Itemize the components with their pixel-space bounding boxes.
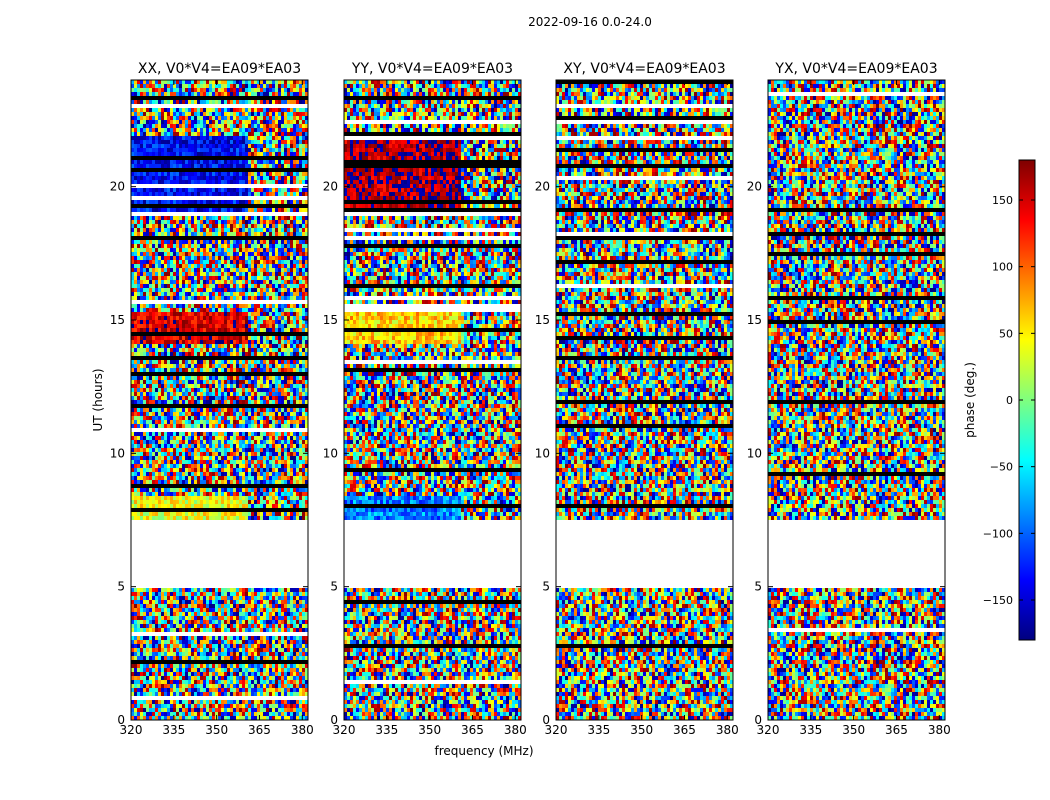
x-tick-label: 380 <box>291 723 314 737</box>
x-tick-label: 365 <box>248 723 271 737</box>
y-axis-label: UT (hours) <box>91 368 105 431</box>
y-tick-label: 5 <box>754 580 762 594</box>
x-tick-label: 335 <box>587 723 610 737</box>
y-tick-label: 15 <box>747 313 762 327</box>
y-tick-label: 0 <box>330 713 338 727</box>
colorbar-label: phase (deg.) <box>963 362 977 438</box>
y-tick-label: 0 <box>754 713 762 727</box>
phase-image <box>556 80 733 720</box>
y-tick-label: 20 <box>747 180 762 194</box>
y-tick-label: 10 <box>535 446 550 460</box>
x-tick-label: 335 <box>375 723 398 737</box>
colorbar-tick-label: −50 <box>990 461 1013 474</box>
panel-frame <box>343 79 522 721</box>
y-tick-label: 15 <box>323 313 338 327</box>
panel-xy: XY, V0*V4=EA09*EA03 320 335 350 365 380 0 5 10 15… <box>535 61 739 737</box>
x-tick-label: 350 <box>842 723 865 737</box>
x-tick-label: 380 <box>716 723 739 737</box>
y-tick-label: 5 <box>330 580 338 594</box>
panels-group: XX, V0*V4=EA09*EA03 320 335 350 365 380 0 5 10 15… <box>110 61 951 737</box>
panel-frame <box>130 79 309 721</box>
y-tick-label: 10 <box>323 446 338 460</box>
x-tick-label: 320 <box>757 723 780 737</box>
colorbar-tick-label: 150 <box>992 194 1013 207</box>
y-tick-label: 10 <box>747 446 762 460</box>
x-tick-label: 320 <box>120 723 143 737</box>
panel-yx: YX, V0*V4=EA09*EA03 320 335 350 365 380 0 5 10 15… <box>747 61 951 737</box>
x-axis-label: frequency (MHz) <box>434 744 533 758</box>
y-tick-label: 5 <box>117 580 125 594</box>
panel-xx: XX, V0*V4=EA09*EA03 320 335 350 365 380 0 5 10 15… <box>110 61 314 737</box>
x-tick-label: 365 <box>461 723 484 737</box>
colorbar-tick-label: 50 <box>999 327 1013 340</box>
panel-title: YY, V0*V4=EA09*EA03 <box>351 61 513 77</box>
figure-suptitle: 2022-09-16 0.0-24.0 <box>528 15 652 29</box>
y-tick-label: 15 <box>535 313 550 327</box>
x-tick-label: 365 <box>885 723 908 737</box>
panel-frame <box>555 79 734 721</box>
panel-frame <box>767 79 946 721</box>
y-tick-label: 0 <box>117 713 125 727</box>
x-tick-label: 350 <box>205 723 228 737</box>
x-tick-label: 335 <box>162 723 185 737</box>
x-tick-label: 380 <box>504 723 527 737</box>
y-tick-label: 0 <box>542 713 550 727</box>
y-tick-label: 10 <box>110 446 125 460</box>
x-tick-label: 365 <box>673 723 696 737</box>
colorbar-tick-label: −100 <box>983 527 1013 540</box>
phase-image <box>344 80 521 720</box>
y-tick-label: 20 <box>535 180 550 194</box>
x-tick-label: 320 <box>545 723 568 737</box>
panel-title: YX, V0*V4=EA09*EA03 <box>774 61 937 77</box>
x-tick-label: 335 <box>799 723 822 737</box>
panel-yy: YY, V0*V4=EA09*EA03 320 335 350 365 380 0 5 10 15… <box>323 61 527 737</box>
colorbar-tick-label: 0 <box>1006 394 1013 407</box>
y-tick-label: 15 <box>110 313 125 327</box>
x-tick-label: 320 <box>333 723 356 737</box>
y-tick-label: 5 <box>542 580 550 594</box>
phase-image <box>768 80 945 720</box>
colorbar-tick-label: 100 <box>992 261 1013 274</box>
colorbar-tick-label: −150 <box>983 594 1013 607</box>
panel-title: XY, V0*V4=EA09*EA03 <box>563 61 725 77</box>
panel-title: XX, V0*V4=EA09*EA03 <box>138 61 301 77</box>
y-tick-label: 20 <box>323 180 338 194</box>
y-tick-label: 20 <box>110 180 125 194</box>
phase-image <box>131 80 308 720</box>
x-tick-label: 350 <box>630 723 653 737</box>
x-tick-label: 380 <box>928 723 951 737</box>
x-tick-label: 350 <box>418 723 441 737</box>
colorbar: −150 −100 −50 0 50 100 150 phase (deg.) <box>963 159 1036 641</box>
